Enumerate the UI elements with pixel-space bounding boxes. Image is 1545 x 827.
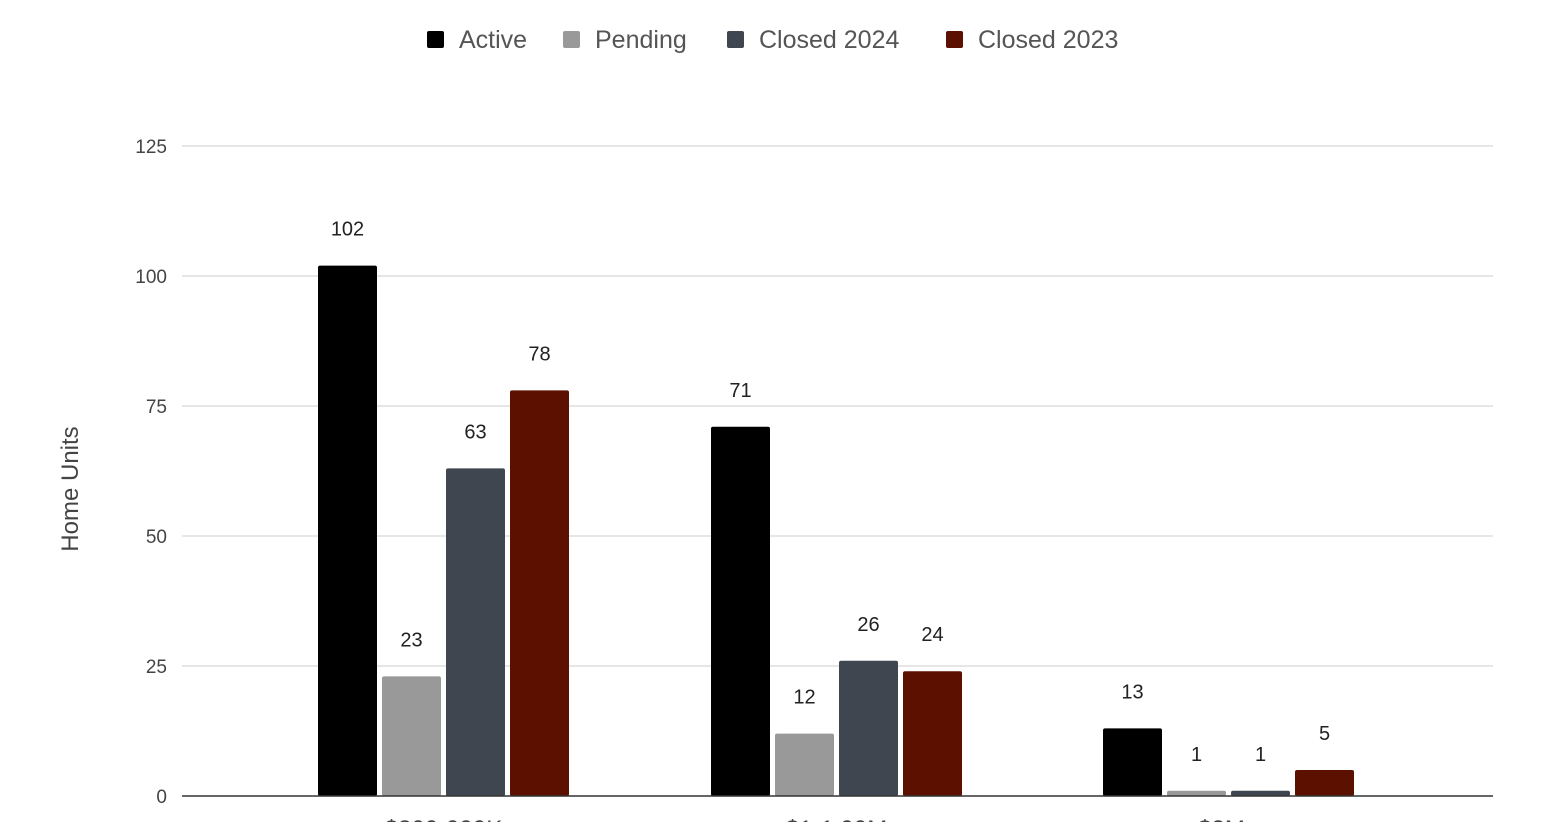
y-tick-label: 100 [135,267,167,288]
legend: Active Pending Closed 2024 Closed 2023 [427,26,1118,54]
bar[interactable] [1295,770,1354,796]
bar[interactable] [839,660,898,796]
y-tick-label: 50 [146,527,167,548]
data-label: 26 [857,614,879,636]
y-axis-ticks: 0 25 50 75 100 125 [135,137,167,808]
bar[interactable] [510,390,569,796]
bar[interactable] [903,671,962,796]
data-label: 5 [1319,723,1330,745]
data-label: 71 [729,380,751,402]
x-tick-label: $1-1.99M [786,816,887,822]
x-tick-label: $800-999K [385,816,502,822]
data-label: 1 [1191,744,1202,766]
y-tick-label: 75 [146,397,167,418]
legend-swatch [427,31,444,48]
x-axis-ticks: $800-999K $1-1.99M $2M+ [385,816,1259,827]
legend-swatch [727,31,744,48]
data-labels: 102 23 63 78 71 12 26 24 13 1 1 5 [331,219,1330,766]
data-label: 63 [464,421,486,443]
bar[interactable] [382,676,441,796]
bar[interactable] [446,468,505,796]
legend-item[interactable]: Pending [563,26,687,54]
bar[interactable] [1231,790,1290,796]
legend-label: Closed 2024 [759,26,899,54]
legend-item[interactable]: Closed 2024 [727,26,899,54]
y-tick-label: 0 [156,787,167,808]
data-label: 78 [528,343,550,365]
legend-label: Closed 2023 [978,26,1118,54]
legend-label: Active [459,26,527,54]
gridlines [182,145,1493,667]
y-tick-label: 25 [146,657,167,678]
data-label: 24 [921,624,943,646]
x-tick-label: $2M+ [1198,816,1259,822]
bar[interactable] [711,426,770,796]
bar[interactable] [1103,728,1162,796]
data-label: 23 [400,629,422,651]
bars [318,265,1354,797]
legend-item[interactable]: Active [427,26,527,54]
legend-label: Pending [595,26,687,54]
bar[interactable] [318,265,377,797]
legend-item[interactable]: Closed 2023 [946,26,1118,54]
legend-swatch [946,31,963,48]
data-label: 1 [1255,744,1266,766]
y-axis-label: Home Units [57,426,84,551]
bar[interactable] [775,733,834,796]
y-tick-label: 125 [135,137,167,158]
data-label: 12 [793,687,815,709]
data-label: 102 [331,219,364,241]
data-label: 13 [1121,681,1143,703]
bar[interactable] [1167,790,1226,796]
legend-swatch [563,31,580,48]
